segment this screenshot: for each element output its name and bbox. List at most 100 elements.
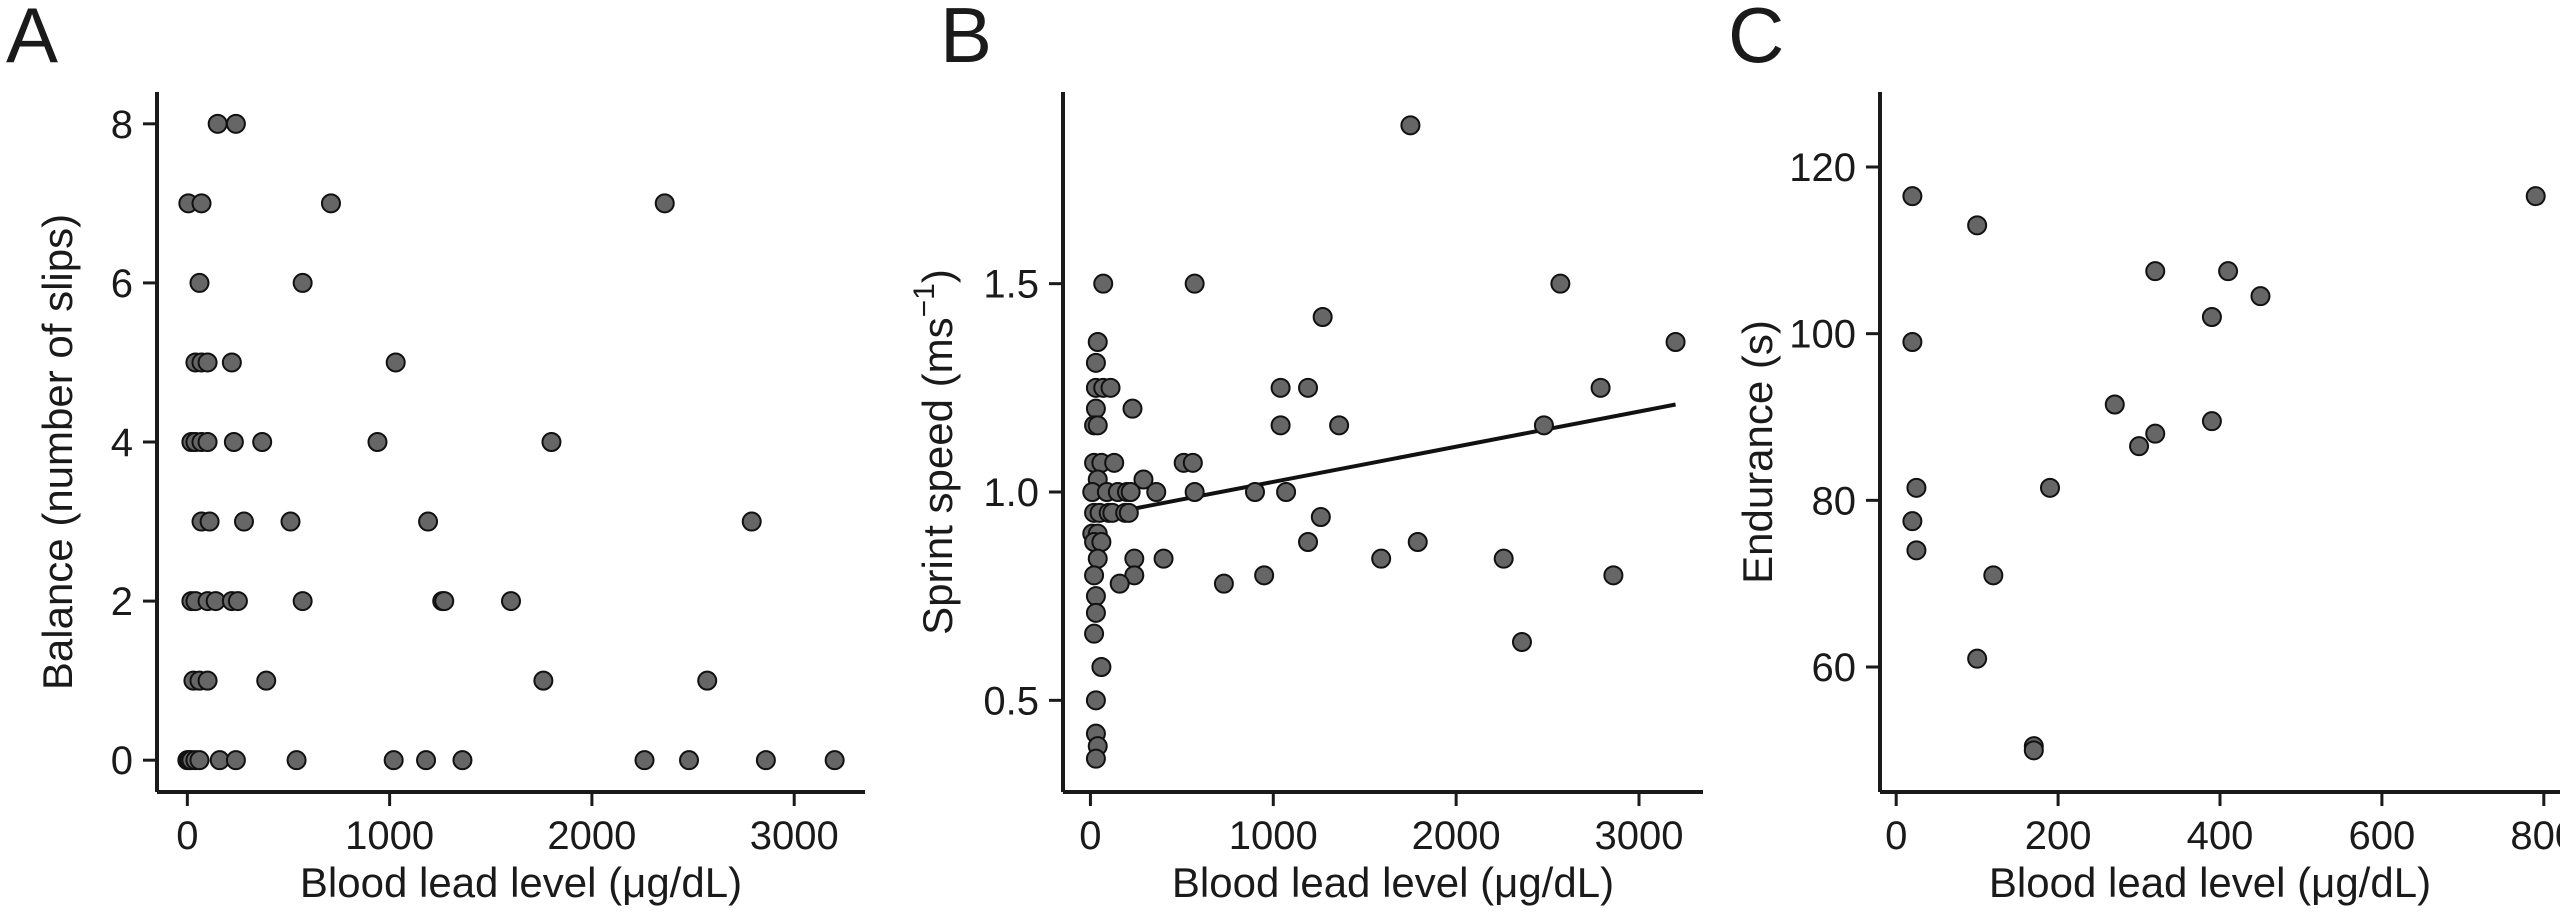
y-tick-label: 4: [111, 421, 133, 465]
panel-label: B: [940, 0, 992, 79]
data-point: [1312, 307, 1333, 327]
data-point: [1122, 398, 1143, 419]
y-axis-title: Balance (number of slips): [34, 214, 81, 690]
data-point: [541, 432, 562, 452]
x-tick-label: 2000: [1412, 814, 1501, 858]
data-point: [1085, 690, 1106, 711]
data-point: [1902, 332, 1923, 352]
data-point: [292, 272, 313, 293]
data-point: [1254, 565, 1275, 586]
data-point: [207, 113, 228, 134]
y-axis-title-text: Balance (number of slips): [34, 214, 81, 690]
data-point: [824, 750, 845, 771]
data-point: [1085, 748, 1106, 769]
data-point: [1184, 482, 1205, 502]
data-point: [1310, 507, 1331, 527]
data-point: [1270, 415, 1291, 436]
data-point: [1146, 482, 1167, 502]
data-point: [1511, 632, 1532, 652]
data-point: [1213, 573, 1234, 594]
data-point: [1091, 532, 1112, 552]
data-point: [1182, 452, 1203, 473]
data-point: [1109, 573, 1130, 594]
data-point: [2040, 477, 2060, 498]
y-axis-title: Endurance (s): [1734, 320, 1781, 584]
data-point: [2201, 307, 2222, 327]
data-point: [1120, 482, 1141, 502]
data-point: [1087, 548, 1108, 569]
data-point: [1298, 377, 1319, 398]
data-point: [1085, 398, 1106, 419]
data-point: [197, 432, 218, 452]
data-point: [1091, 657, 1112, 677]
x-tick-label: 3000: [750, 814, 839, 858]
x-axis-title: Blood lead level (μg/dL): [1172, 859, 1614, 906]
data-point: [1407, 532, 1428, 552]
data-point: [252, 432, 273, 452]
panel-c: C 0 200 400 600 800 60 80 100 120 Blood lead level…: [1728, 0, 2560, 906]
data-point: [533, 670, 554, 691]
data-point: [280, 511, 301, 532]
data-point: [1906, 540, 1927, 561]
data-point: [452, 750, 473, 771]
data-point: [367, 432, 388, 452]
data-point: [1085, 602, 1106, 623]
data-point: [1906, 477, 1927, 498]
data-point: [434, 591, 455, 612]
y-axis-title-close: ): [914, 269, 961, 283]
data-point: [189, 272, 210, 293]
x-tick-label: 3000: [1595, 814, 1684, 858]
y-tick-label: 60: [1812, 646, 1857, 690]
y-tick-label: 1.0: [983, 471, 1039, 515]
data-point: [225, 113, 246, 134]
data-point: [233, 511, 254, 532]
x-axis-title: Blood lead level (μg/dL): [1989, 859, 2431, 906]
data-point: [1967, 215, 1988, 236]
data-point: [221, 352, 242, 373]
data-point: [1371, 548, 1392, 569]
data-point: [1533, 415, 1554, 436]
data-point: [256, 670, 277, 691]
data-point: [755, 750, 776, 771]
data-point: [189, 750, 210, 771]
data-point: [741, 511, 762, 532]
x-tick-label: 0: [1885, 814, 1907, 858]
y-tick-label: 120: [1789, 146, 1856, 190]
data-point: [2250, 286, 2271, 307]
data-point: [1400, 115, 1421, 136]
data-point: [679, 750, 700, 771]
data-point: [1153, 548, 1174, 569]
y-tick-label: 2: [111, 580, 133, 624]
data-point: [197, 670, 218, 691]
y-tick-label: 6: [111, 262, 133, 306]
y-tick-label: 8: [111, 103, 133, 147]
data-point: [2104, 394, 2125, 415]
data-point: [1087, 332, 1108, 352]
x-tick-label: 2000: [547, 814, 636, 858]
data-point: [1603, 565, 1624, 586]
x-tick-label: 200: [2025, 814, 2092, 858]
data-point: [1084, 623, 1105, 644]
data-point: [1124, 565, 1145, 586]
data-point: [2218, 261, 2239, 282]
x-tick-label: 0: [1079, 814, 1101, 858]
panel-b: B 0 1000 2000 3000 0.5 1.0 1.5 Blood lead level …: [908, 0, 1703, 906]
y-tick-label: 100: [1789, 313, 1856, 357]
data-point: [1084, 565, 1105, 586]
data-point: [654, 193, 675, 214]
data-point: [385, 352, 406, 373]
panel-label: A: [6, 0, 58, 79]
data-point: [1104, 452, 1125, 473]
data-point: [225, 750, 246, 771]
data-point: [501, 591, 521, 612]
data-point: [1085, 352, 1106, 373]
x-axis-title: Blood lead level (μg/dL): [300, 859, 742, 906]
data-point: [1902, 186, 1923, 207]
data-point: [2525, 186, 2546, 207]
data-point: [1493, 548, 1514, 569]
data-point: [227, 591, 248, 612]
data-point: [1270, 377, 1291, 398]
data-point: [1093, 273, 1114, 294]
x-tick-label: 800: [2510, 814, 2560, 858]
data-point: [1665, 332, 1686, 352]
